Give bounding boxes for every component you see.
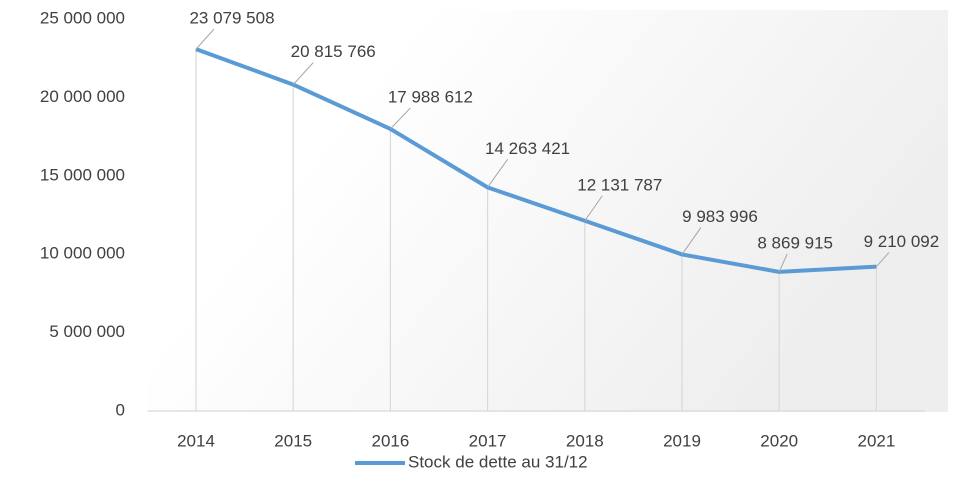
series-line bbox=[195, 47, 877, 274]
label-leader bbox=[681, 227, 702, 255]
y-tick-label: 0 bbox=[116, 400, 125, 419]
data-label: 8 869 915 bbox=[757, 233, 833, 252]
y-tick-label: 20 000 000 bbox=[40, 87, 125, 106]
label-leader bbox=[584, 195, 603, 222]
label-leader bbox=[876, 252, 890, 267]
label-leader bbox=[778, 253, 788, 273]
y-tick-label: 25 000 000 bbox=[40, 8, 125, 27]
y-tick-label: 5 000 000 bbox=[49, 322, 125, 341]
x-tick-label: 2020 bbox=[760, 431, 798, 450]
data-label: 9 983 996 bbox=[682, 207, 758, 226]
data-label: 14 263 421 bbox=[485, 139, 570, 158]
x-tick-label: 2015 bbox=[274, 431, 312, 450]
legend-label: Stock de dette au 31/12 bbox=[408, 452, 588, 471]
label-leader bbox=[487, 159, 509, 188]
x-tick-label: 2014 bbox=[177, 431, 215, 450]
data-label: 20 815 766 bbox=[291, 42, 376, 61]
x-tick-label: 2016 bbox=[371, 431, 409, 450]
data-label: 9 210 092 bbox=[864, 232, 940, 251]
x-tick-label: 2017 bbox=[469, 431, 507, 450]
label-leader bbox=[390, 107, 411, 130]
data-label: 17 988 612 bbox=[388, 87, 473, 106]
y-tick-label: 10 000 000 bbox=[40, 244, 125, 263]
data-label: 23 079 508 bbox=[189, 9, 274, 28]
x-tick-label: 2021 bbox=[857, 431, 895, 450]
x-tick-label: 2019 bbox=[663, 431, 701, 450]
y-tick-label: 15 000 000 bbox=[40, 165, 125, 184]
label-leader bbox=[292, 62, 314, 85]
label-leader bbox=[195, 28, 215, 50]
x-tick-label: 2018 bbox=[566, 431, 604, 450]
data-label: 12 131 787 bbox=[577, 175, 662, 194]
plot-background bbox=[148, 10, 948, 412]
